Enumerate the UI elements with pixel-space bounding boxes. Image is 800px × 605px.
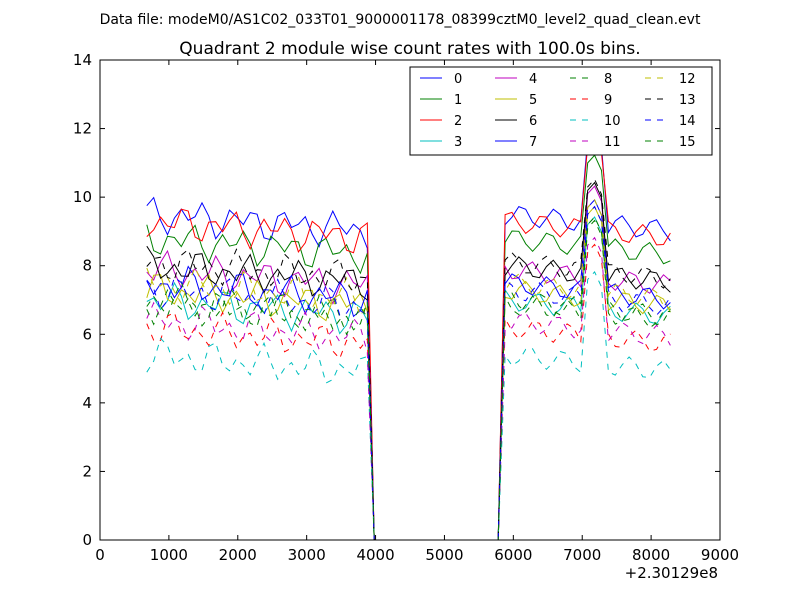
series-line-13 bbox=[146, 178, 671, 541]
y-tick-label: 4 bbox=[82, 394, 92, 412]
legend-label: 2 bbox=[454, 114, 462, 129]
legend-label: 3 bbox=[454, 135, 462, 150]
series-line-0 bbox=[146, 130, 671, 541]
chart-title: Quadrant 2 module wise count rates with … bbox=[179, 39, 640, 59]
series-layer bbox=[146, 130, 671, 541]
legend-label: 12 bbox=[679, 72, 696, 87]
series-line-7 bbox=[146, 199, 671, 541]
legend-label: 11 bbox=[604, 135, 621, 150]
legend-label: 7 bbox=[529, 135, 537, 150]
series-line-3 bbox=[146, 216, 671, 541]
x-tick-label: 5000 bbox=[425, 546, 463, 564]
series-line-15 bbox=[146, 219, 671, 541]
series-line-11 bbox=[146, 236, 671, 541]
y-tick-label: 12 bbox=[73, 120, 92, 138]
legend-label: 13 bbox=[679, 93, 696, 108]
y-tick-label: 0 bbox=[82, 531, 92, 549]
series-line-1 bbox=[146, 154, 671, 541]
series-line-2 bbox=[146, 137, 671, 541]
x-axis: 0 1000 2000 3000 4000 5000 6000 7000 8000 9000 bbox=[95, 60, 739, 564]
plot-area bbox=[146, 130, 671, 541]
legend-label: 10 bbox=[604, 114, 621, 129]
legend-label: 14 bbox=[679, 114, 696, 129]
series-line-5 bbox=[146, 205, 671, 541]
x-tick-label: 1000 bbox=[150, 546, 188, 564]
chart-suptitle: Data file: modeM0/AS1C02_033T01_90000011… bbox=[100, 12, 701, 28]
y-tick-label: 6 bbox=[82, 325, 92, 343]
plot-frame bbox=[99, 59, 721, 541]
x-offset-label: +2.30129e8 bbox=[625, 564, 718, 582]
legend-label: 0 bbox=[454, 72, 462, 87]
series-line-14 bbox=[146, 205, 671, 541]
y-tick-label: 10 bbox=[73, 188, 92, 206]
x-tick-label: 9000 bbox=[701, 546, 739, 564]
x-tick-label: 4000 bbox=[356, 546, 394, 564]
series-line-9 bbox=[146, 243, 671, 541]
legend-label: 15 bbox=[679, 135, 696, 150]
y-tick-label: 8 bbox=[82, 257, 92, 275]
legend-label: 4 bbox=[529, 72, 537, 87]
y-tick-label: 2 bbox=[82, 462, 92, 480]
legend-box bbox=[409, 66, 713, 156]
legend-label: 9 bbox=[604, 93, 612, 108]
x-tick-label: 7000 bbox=[563, 546, 601, 564]
x-tick-label: 6000 bbox=[494, 546, 532, 564]
legend-label: 8 bbox=[604, 72, 612, 87]
series-line-6 bbox=[146, 181, 671, 541]
y-tick-label: 14 bbox=[73, 51, 92, 69]
legend-label: 6 bbox=[529, 114, 537, 129]
series-line-10 bbox=[146, 271, 671, 541]
x-tick-label: 0 bbox=[95, 546, 105, 564]
x-tick-label: 8000 bbox=[632, 546, 670, 564]
x-tick-label: 2000 bbox=[219, 546, 257, 564]
series-line-12 bbox=[146, 199, 671, 541]
x-tick-label: 3000 bbox=[288, 546, 326, 564]
series-line-8 bbox=[146, 216, 671, 541]
legend-label: 5 bbox=[529, 93, 537, 108]
legend-label: 1 bbox=[454, 93, 462, 108]
